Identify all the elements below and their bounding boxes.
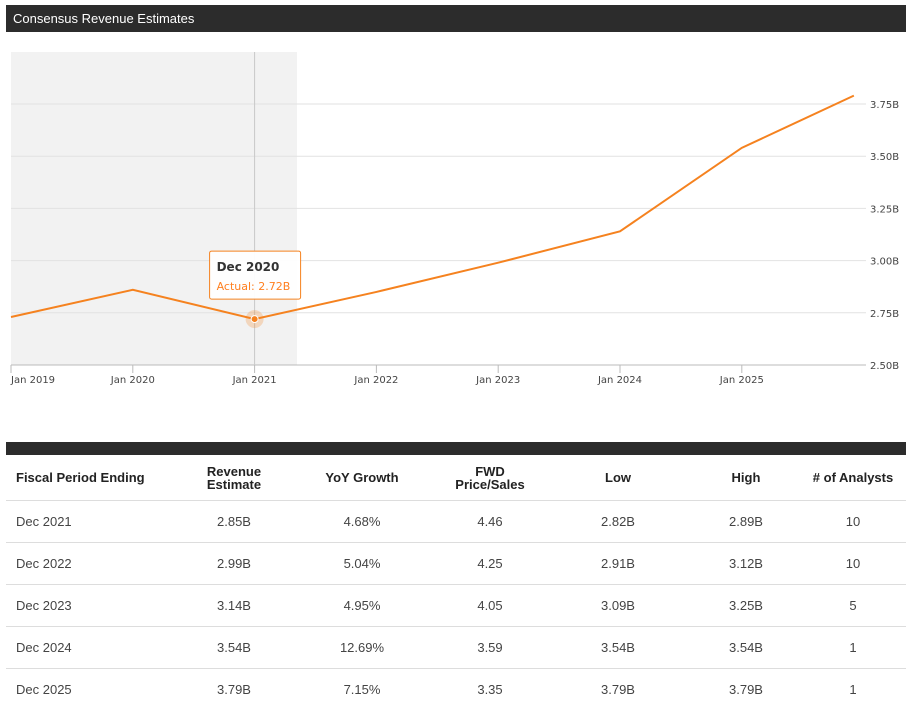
x-tick-label: Jan 2025	[719, 375, 764, 386]
tooltip-title: Dec 2020	[217, 260, 280, 274]
table-cell: 12.69%	[288, 627, 436, 669]
table-cell: 2.89B	[692, 501, 800, 543]
y-tick-label: 2.50B	[870, 361, 899, 372]
x-tick-label: Jan 2020	[110, 375, 155, 386]
table-cell: 2.99B	[180, 543, 288, 585]
table-cell: 3.59	[436, 627, 544, 669]
table-cell: 3.54B	[180, 627, 288, 669]
table-cell: Dec 2025	[6, 669, 180, 710]
table-cell: 4.46	[436, 501, 544, 543]
table-header-bar	[6, 442, 906, 455]
table-cell: Dec 2024	[6, 627, 180, 669]
col-high: High	[692, 455, 800, 501]
col-analysts: # of Analysts	[800, 455, 906, 501]
table-cell: 3.12B	[692, 543, 800, 585]
table-cell: 2.82B	[544, 501, 692, 543]
widget-header: Consensus Revenue Estimates	[6, 5, 906, 32]
y-tick-label: 3.50B	[870, 152, 899, 163]
table-cell: 3.09B	[544, 585, 692, 627]
table-cell: 2.85B	[180, 501, 288, 543]
col-low: Low	[544, 455, 692, 501]
x-tick-label: Jan 2019	[10, 375, 55, 386]
table-cell: Dec 2022	[6, 543, 180, 585]
col-fiscal-period: Fiscal Period Ending	[6, 455, 180, 501]
x-tick-label: Jan 2023	[475, 375, 520, 386]
table-cell: 3.54B	[544, 627, 692, 669]
tooltip-value: Actual: 2.72B	[217, 280, 291, 293]
table-cell: 4.25	[436, 543, 544, 585]
table-cell: Dec 2021	[6, 501, 180, 543]
table-cell: 10	[800, 543, 906, 585]
table-cell: 4.05	[436, 585, 544, 627]
table-cell: 1	[800, 669, 906, 710]
col-fwd-price-sales: FWD Price/Sales	[436, 455, 544, 501]
col-revenue-estimate: Revenue Estimate	[180, 455, 288, 501]
table-cell: Dec 2023	[6, 585, 180, 627]
table-cell: 4.68%	[288, 501, 436, 543]
table-cell: 3.79B	[544, 669, 692, 710]
x-tick-label: Jan 2024	[597, 375, 642, 386]
table-header-row: Fiscal Period Ending Revenue Estimate Yo…	[6, 455, 906, 501]
y-tick-label: 3.00B	[870, 257, 899, 268]
estimates-table: Fiscal Period Ending Revenue Estimate Yo…	[6, 455, 906, 710]
table-cell: 4.95%	[288, 585, 436, 627]
y-tick-label: 2.75B	[870, 309, 899, 320]
data-point-marker	[251, 316, 258, 323]
x-tick-label: Jan 2021	[232, 375, 277, 386]
table-cell: 7.15%	[288, 669, 436, 710]
y-tick-label: 3.25B	[870, 204, 899, 215]
y-tick-label: 3.75B	[870, 100, 899, 111]
table-cell: 3.79B	[692, 669, 800, 710]
x-tick-label: Jan 2022	[353, 375, 398, 386]
table-cell: 10	[800, 501, 906, 543]
table-cell: 5	[800, 585, 906, 627]
table-cell: 2.91B	[544, 543, 692, 585]
table-cell: 3.14B	[180, 585, 288, 627]
table-cell: 3.54B	[692, 627, 800, 669]
table-cell: 3.79B	[180, 669, 288, 710]
revenue-line-chart: 2.50B 2.75B 3.00B 3.25B 3.50B 3.75B Jan 2019 Ja…	[0, 40, 907, 400]
col-yoy-growth: YoY Growth	[288, 455, 436, 501]
widget-title: Consensus Revenue Estimates	[13, 11, 194, 26]
table-cell: 3.25B	[692, 585, 800, 627]
table-cell: 1	[800, 627, 906, 669]
table-cell: 3.35	[436, 669, 544, 710]
table-cell: 5.04%	[288, 543, 436, 585]
